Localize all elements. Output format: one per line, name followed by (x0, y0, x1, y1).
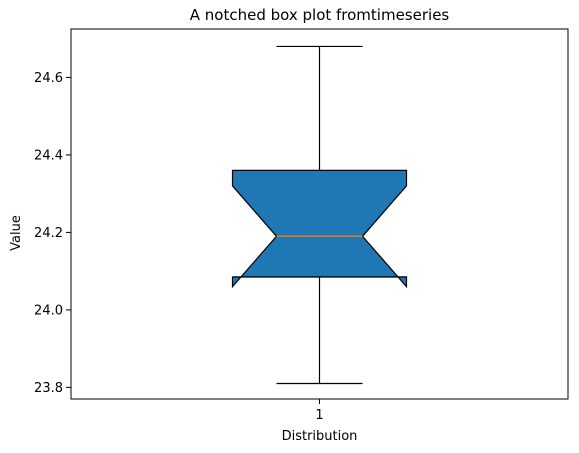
notched-box (231, 169, 408, 289)
y-tick-label: 24.0 (34, 303, 63, 318)
x-tick-label: 1 (315, 408, 323, 423)
plot-area (231, 45, 408, 385)
y-tick-label: 24.4 (34, 148, 63, 163)
y-tick-label: 24.2 (34, 226, 63, 241)
box-1 (231, 45, 408, 385)
x-axis-title: Distribution (282, 429, 358, 444)
y-axis: 23.8 24.0 24.2 24.4 24.6 (34, 71, 71, 396)
y-tick-label: 23.8 (34, 381, 63, 396)
x-axis: 1 (315, 399, 324, 423)
chart-title: A notched box plot fromtimeseries (190, 6, 450, 24)
y-axis-title: Value (9, 215, 24, 251)
y-tick-label: 24.6 (34, 71, 63, 86)
